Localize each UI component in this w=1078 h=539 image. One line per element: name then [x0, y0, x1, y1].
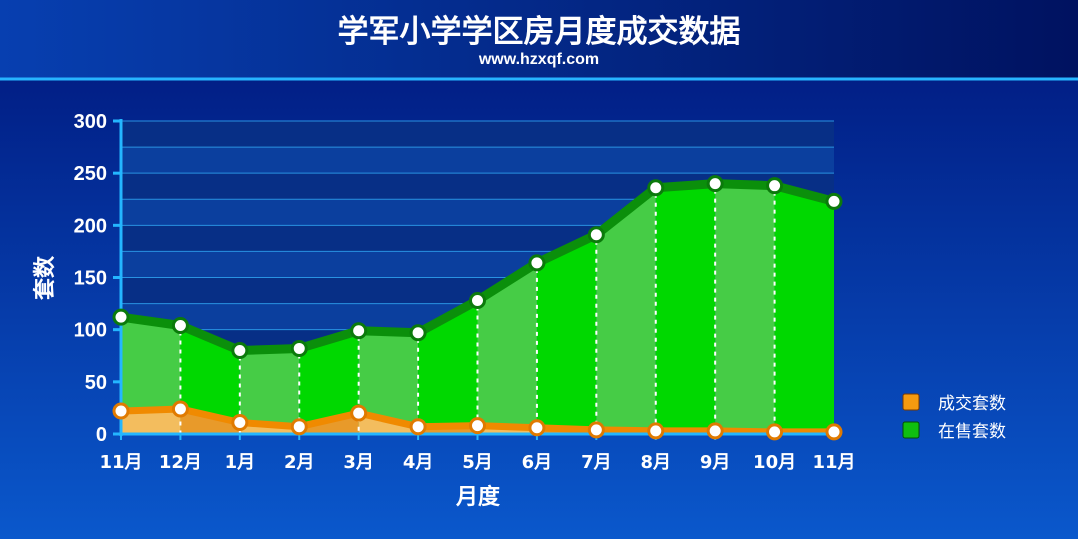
legend-label-deal: 成交套数 [938, 394, 1006, 414]
deal-point [469, 417, 486, 435]
y-axis-label: 套数 [32, 255, 58, 300]
x-tick-label: 6月 [522, 452, 553, 473]
x-tick-label: 12月 [159, 452, 202, 473]
header-band [0, 0, 1078, 78]
x-tick-label: 11月 [812, 452, 855, 473]
sale-point [825, 192, 843, 210]
sale-area-segment [299, 330, 359, 434]
y-tick-label: 200 [74, 215, 107, 237]
x-tick-label: 10月 [753, 452, 796, 473]
deal-area-segment [121, 408, 181, 434]
x-tick-label: 8月 [640, 452, 671, 473]
sale-area-segment [715, 183, 775, 434]
deal-point [231, 414, 249, 432]
deal-point [825, 423, 843, 441]
sale-area-segment [239, 348, 300, 434]
sale-area-segment [536, 234, 597, 434]
sale-point [350, 322, 368, 340]
sale-point [647, 179, 665, 197]
x-axis-label: 月度 [455, 484, 501, 510]
x-tick-label: 5月 [462, 452, 493, 473]
x-tick-label: 9月 [700, 452, 731, 473]
sale-area-segment [418, 300, 478, 434]
deal-point [766, 423, 784, 441]
deal-point [706, 422, 724, 440]
y-tick-label: 0 [96, 424, 107, 446]
y-tick-label: 250 [74, 163, 107, 185]
sale-point [528, 254, 546, 272]
sale-area-segment [358, 330, 419, 434]
sale-point [587, 226, 605, 244]
deal-point [171, 400, 189, 418]
sale-point [290, 339, 308, 357]
legend-label-sale: 在售套数 [938, 422, 1006, 442]
sale-point [469, 291, 486, 309]
sale-point [409, 324, 427, 342]
sale-area-segment [596, 187, 656, 434]
x-tick-label: 3月 [343, 452, 374, 473]
sale-area-segment [655, 183, 716, 434]
legend: 成交套数 在售套数 [902, 393, 1006, 442]
y-tick-labels: 0 50 100 150 200 250 300 [74, 111, 107, 446]
sale-point [171, 316, 189, 334]
sale-point [112, 308, 130, 326]
plot-band [121, 147, 834, 174]
sale-area-segment [180, 325, 240, 434]
legend-swatch-deal [902, 393, 920, 411]
legend-swatch-sale [902, 421, 920, 439]
x-tick-label: 2月 [284, 452, 315, 473]
sale-area-segment [774, 185, 834, 434]
y-tick-label: 100 [74, 320, 107, 342]
markers [112, 175, 843, 441]
deal-point [409, 418, 427, 436]
sale-area-segment [477, 262, 537, 434]
plot-band [121, 121, 834, 148]
x-tick-label: 7月 [581, 452, 612, 473]
chart-title: 学军小学学区房月度成交数据 [338, 14, 741, 50]
x-tick-label: 11月 [99, 452, 142, 473]
deal-point [647, 422, 665, 440]
deal-point [350, 404, 368, 422]
sale-point [706, 175, 724, 193]
sale-area-layer [121, 183, 834, 434]
sale-area-segment [121, 317, 181, 434]
x-tick-label: 1月 [225, 452, 256, 473]
sale-point [766, 177, 784, 195]
deal-point [528, 419, 546, 437]
deal-point [112, 402, 130, 420]
sale-point [231, 342, 249, 360]
x-tick-labels: 11月 12月 1月 2月 3月 4月 5月 6月 7月 8月 9月 10月 11月 [99, 452, 855, 473]
y-tick-label: 150 [74, 268, 107, 290]
y-tick-label: 50 [85, 372, 107, 394]
chart-subtitle: www.hzxqf.com [478, 51, 599, 68]
deal-point [587, 421, 605, 439]
y-tick-label: 300 [74, 111, 107, 133]
x-tick-label: 4月 [403, 452, 434, 473]
deal-point [290, 418, 308, 436]
